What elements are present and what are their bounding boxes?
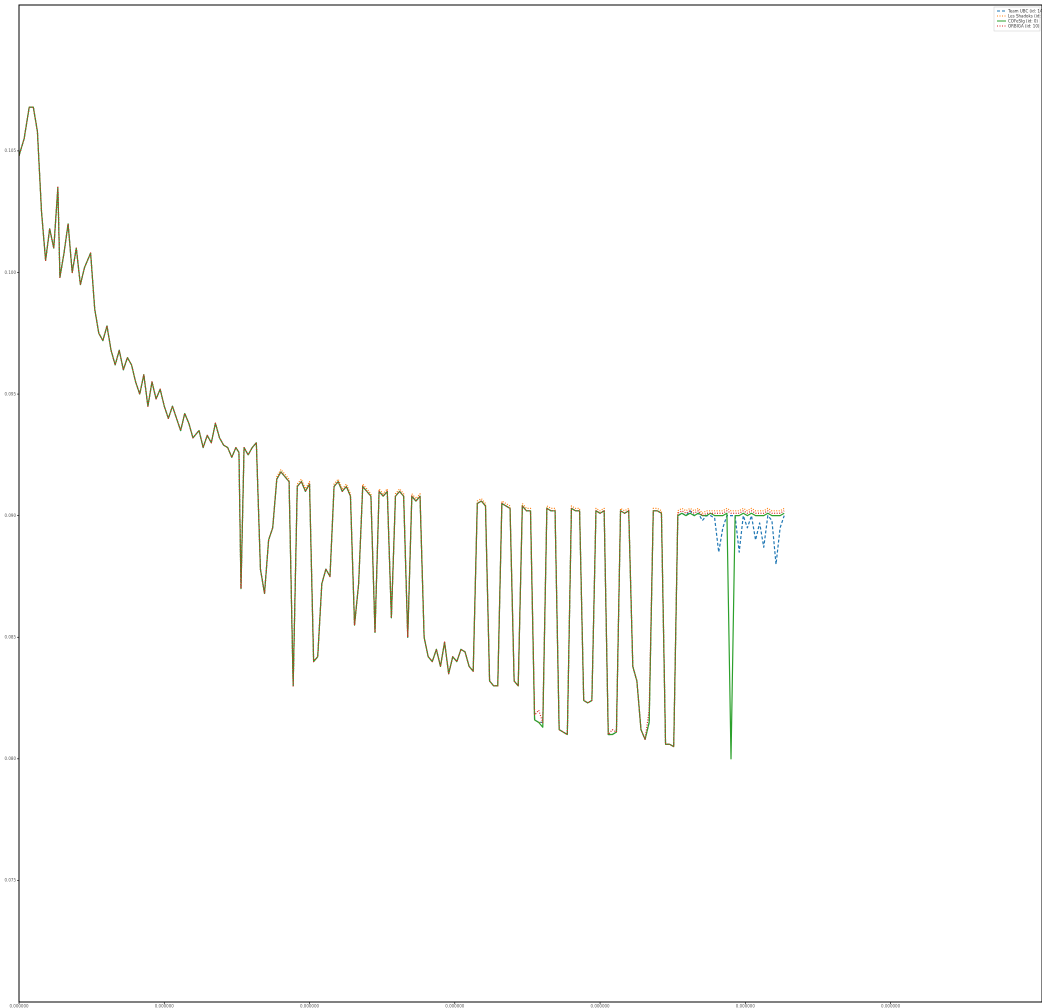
series-layer — [18, 106, 785, 760]
x-tick-label: 0.000000 — [736, 1004, 756, 1008]
x-tick-label: 0.000000 — [881, 1004, 901, 1008]
plot-frame — [18, 4, 1042, 1003]
x-tick-label: 0.000000 — [445, 1004, 465, 1008]
legend-label-0: Team UBC (id: 14) — [1007, 8, 1042, 13]
x-tick-label: 0.000000 — [300, 1004, 320, 1008]
legend-label-3: ORBIGA (id: 10) — [1008, 23, 1040, 28]
x-tick-label: 0.000000 — [9, 1004, 29, 1008]
y-tick-label: 0.090 — [5, 513, 17, 518]
legend-label-1: Les Shadoks (id: 5) — [1008, 13, 1042, 18]
plot-area-background — [19, 5, 1042, 1002]
y-tick-label: 0.100 — [5, 270, 17, 275]
y-axis: 0.075 0.080 0.085 0.090 0.095 0.100 0.105 — [5, 148, 19, 883]
x-tick-label: 0.000000 — [591, 1004, 611, 1008]
series-line-3 — [18, 106, 785, 748]
x-tick-label: 0.000000 — [155, 1004, 175, 1008]
y-tick-label: 0.080 — [5, 756, 17, 761]
legend-label-2: COFeSIg (id: 0) — [1008, 18, 1038, 23]
y-tick-label: 0.085 — [5, 635, 17, 640]
y-tick-label: 0.095 — [5, 391, 17, 396]
y-tick-label: 0.105 — [5, 148, 17, 153]
y-tick-label: 0.075 — [5, 878, 17, 883]
legend: Team UBC (id: 14)Les Shadoks (id: 5)COFe… — [993, 6, 1042, 32]
x-axis: 0.000000 0.000000 0.000000 0.000000 0.000000… — [9, 1002, 901, 1008]
legend-box — [993, 6, 1041, 32]
